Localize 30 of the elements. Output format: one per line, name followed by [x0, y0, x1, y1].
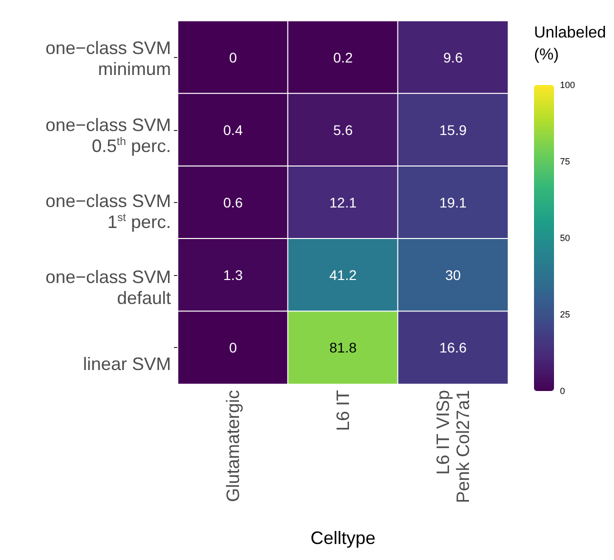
- color-bar-title: Unlabeled (%): [534, 24, 606, 64]
- data-label: 5.6: [333, 122, 353, 138]
- data-label: 0.6: [223, 194, 243, 210]
- color-bar-label: 0: [560, 386, 566, 396]
- data-label: 16.6: [439, 340, 467, 356]
- x-tick-label: Glutamatergic: [223, 390, 243, 502]
- data-label: 0.4: [223, 122, 243, 138]
- data-label: 12.1: [329, 194, 357, 210]
- color-bar-label: 75: [560, 156, 570, 166]
- data-label: 9.6: [443, 49, 463, 66]
- data-label: 0.2: [333, 49, 353, 66]
- data-label: 15.9: [439, 122, 467, 138]
- x-tick-label: L6 IT VISp Penk Col27a1: [433, 390, 473, 504]
- color-bar-label: 100: [560, 80, 576, 90]
- data-label: 81.8: [329, 340, 357, 356]
- y-tick-label: linear SVM: [82, 354, 171, 376]
- y-tick-label: one−class SVM minimum: [45, 38, 171, 80]
- data-label: 0: [229, 49, 238, 66]
- color-bar-label: 25: [560, 310, 570, 320]
- data-label: 41.2: [329, 267, 357, 284]
- x-axis-title: Celltype: [310, 528, 376, 548]
- x-tick-label: L6 IT: [333, 390, 353, 432]
- y-tick-label: one−class SVM 0.5$^{th}$ perc.: [45, 114, 171, 157]
- color-bar-label: 50: [560, 233, 570, 243]
- y-tick-label: one−class SVM default: [45, 267, 171, 310]
- data-label: 30: [445, 267, 461, 284]
- data-label: 0: [229, 340, 238, 356]
- data-label: 1.3: [223, 267, 243, 284]
- y-tick-label: one−class SVM 1$^{st}$ perc.: [45, 190, 171, 233]
- data-label: 19.1: [439, 194, 467, 210]
